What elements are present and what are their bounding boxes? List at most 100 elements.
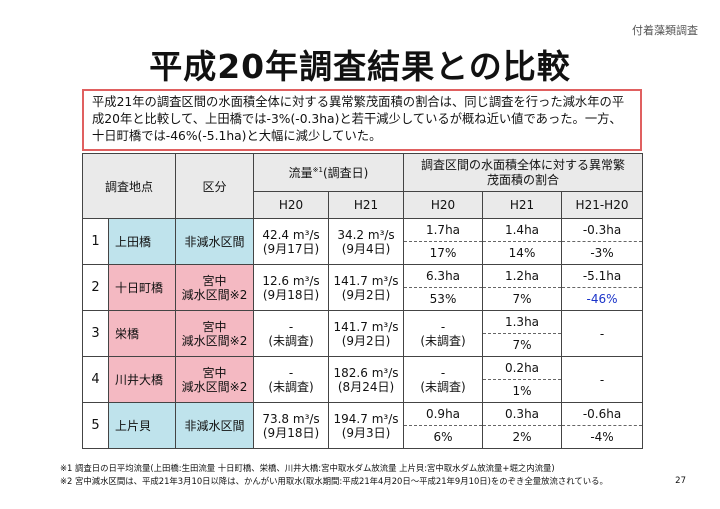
- flow-h20: 73.8 m³/s (9月18日): [253, 402, 330, 449]
- flow-value: 42.4 m³/s: [262, 227, 320, 242]
- flow-date: (8月24日): [337, 379, 395, 394]
- area-value: -: [440, 319, 446, 334]
- flow-value: 141.7 m³/s: [333, 273, 399, 288]
- comparison-table: 調査地点 区分 流量※1(調査日) 調査区間の水面積全体に対する異常繁茂面積の割…: [81, 153, 644, 449]
- row-number: 5: [82, 402, 109, 449]
- zone-line1: 宮中: [202, 273, 227, 288]
- row-number: 1: [82, 218, 109, 265]
- flow-h20: - (未調査): [253, 310, 330, 357]
- footnote-1: ※1 調査日の日平均流量(上田橋:生田流量 十日町橋、栄橋、川井大橋:宮中取水ダ…: [60, 463, 555, 473]
- site-name: 上片貝: [107, 402, 177, 449]
- flow-date: (9月4日): [341, 241, 391, 256]
- header-flow: 流量※1(調査日): [253, 153, 405, 192]
- header-flow-h21: H21: [328, 191, 405, 219]
- site-name: 川井大橋: [107, 356, 177, 403]
- area-h20: - (未調査): [403, 356, 484, 403]
- header-ratio-h21: H21: [482, 191, 563, 219]
- flow-h21: 141.7 m³/s (9月2日): [328, 264, 405, 311]
- pct-h21: 14%: [482, 241, 563, 265]
- area-h21: 0.3ha: [482, 402, 563, 426]
- zone-line2: 減水区間※2: [181, 333, 248, 348]
- site-name: 十日町橋: [107, 264, 177, 311]
- area-h20: 0.9ha: [403, 402, 484, 426]
- area-diff: -5.1ha: [561, 264, 644, 288]
- pct-diff: -4%: [561, 425, 644, 449]
- area-h20: - (未調査): [403, 310, 484, 357]
- zone-label: 非減水区間: [175, 402, 255, 449]
- flow-value: 141.7 m³/s: [333, 319, 399, 334]
- area-diff: -: [561, 356, 644, 403]
- area-h21: 1.2ha: [482, 264, 563, 288]
- flow-date: (9月17日): [262, 241, 320, 256]
- flow-value: -: [288, 365, 294, 380]
- pct-h20: 6%: [403, 425, 484, 449]
- zone-label: 宮中 減水区間※2: [175, 310, 255, 357]
- flow-value: 182.6 m³/s: [333, 365, 399, 380]
- zone-line1: 宮中: [202, 365, 227, 380]
- flow-h20: 12.6 m³/s (9月18日): [253, 264, 330, 311]
- page-number: 27: [675, 476, 686, 486]
- table-row: 2 十日町橋 宮中 減水区間※2 12.6 m³/s (9月18日) 141.7 m…: [82, 264, 644, 311]
- area-h20: 1.7ha: [403, 218, 484, 242]
- area-note: (未調査): [420, 333, 466, 348]
- flow-h21: 141.7 m³/s (9月2日): [328, 310, 405, 357]
- area-h21: 1.4ha: [482, 218, 563, 242]
- header-zone: 区分: [175, 153, 255, 219]
- zone-label: 宮中 減水区間※2: [175, 356, 255, 403]
- flow-h20: 42.4 m³/s (9月17日): [253, 218, 330, 265]
- flow-value: 34.2 m³/s: [337, 227, 395, 242]
- flow-h21: 34.2 m³/s (9月4日): [328, 218, 405, 265]
- flow-value: -: [288, 319, 294, 334]
- flow-date: (未調査): [268, 379, 314, 394]
- site-name: 栄橋: [107, 310, 177, 357]
- header-ratio: 調査区間の水面積全体に対する異常繁茂面積の割合: [403, 153, 644, 192]
- area-value: -: [440, 365, 446, 380]
- header-flow-suffix: (調査日): [323, 166, 369, 180]
- flow-date: (9月3日): [341, 425, 391, 440]
- pct-h20: 53%: [403, 287, 484, 311]
- pct-h21: 1%: [482, 379, 563, 403]
- zone-label: 宮中 減水区間※2: [175, 264, 255, 311]
- zone-label: 非減水区間: [175, 218, 255, 265]
- flow-value: 12.6 m³/s: [262, 273, 320, 288]
- flow-h20: - (未調査): [253, 356, 330, 403]
- header-flow-note: ※1: [312, 166, 323, 174]
- area-diff: -0.6ha: [561, 402, 644, 426]
- flow-h21: 194.7 m³/s (9月3日): [328, 402, 405, 449]
- flow-date: (未調査): [268, 333, 314, 348]
- row-number: 2: [82, 264, 109, 311]
- area-diff: -: [561, 310, 644, 357]
- table-row: 3 栄橋 宮中 減水区間※2 - (未調査) 141.7 m³/s (9月2日) -(…: [82, 310, 644, 357]
- pct-diff-highlight: -46%: [561, 287, 644, 311]
- table-row: 1 上田橋 非減水区間 42.4 m³/s (9月17日) 34.2 m³/s (9…: [82, 218, 644, 265]
- area-h21: 0.2ha: [482, 356, 563, 380]
- flow-value: 194.7 m³/s: [333, 411, 399, 426]
- pct-h21: 7%: [482, 287, 563, 311]
- summary-box: 平成21年の調査区間の水面積全体に対する異常繁茂面積の割合は、同じ調査を行った減…: [82, 89, 642, 151]
- area-h20: 6.3ha: [403, 264, 484, 288]
- flow-value: 73.8 m³/s: [262, 411, 320, 426]
- header-ratio-h20: H20: [403, 191, 484, 219]
- zone-line1: 宮中: [202, 319, 227, 334]
- flow-date: (9月2日): [341, 333, 391, 348]
- flow-h21: 182.6 m³/s (8月24日): [328, 356, 405, 403]
- footnote-2: ※2 宮中減水区間は、平成21年3月10日以降は、かんがい用取水(取水期間:平成…: [60, 476, 608, 486]
- header-flow-h20: H20: [253, 191, 330, 219]
- area-diff: -0.3ha: [561, 218, 644, 242]
- row-number: 4: [82, 356, 109, 403]
- pct-diff: -3%: [561, 241, 644, 265]
- header-site: 調査地点: [81, 153, 177, 219]
- pct-h21: 2%: [482, 425, 563, 449]
- pct-h20: 17%: [403, 241, 484, 265]
- flow-date: (9月18日): [262, 287, 320, 302]
- area-h21: 1.3ha: [482, 310, 563, 334]
- flow-date: (9月2日): [341, 287, 391, 302]
- header-ratio-diff: H21-H20: [561, 191, 644, 219]
- zone-line2: 減水区間※2: [181, 379, 248, 394]
- site-name: 上田橋: [107, 218, 177, 265]
- zone-line2: 減水区間※2: [181, 287, 248, 302]
- header-flow-label: 流量: [288, 166, 313, 180]
- page-title: 平成20年調査結果との比較: [149, 47, 571, 86]
- table-row: 4 川井大橋 宮中 減水区間※2 - (未調査) 182.6 m³/s (8月24日)…: [82, 356, 644, 403]
- document-tag: 付着藻類調査: [632, 24, 698, 37]
